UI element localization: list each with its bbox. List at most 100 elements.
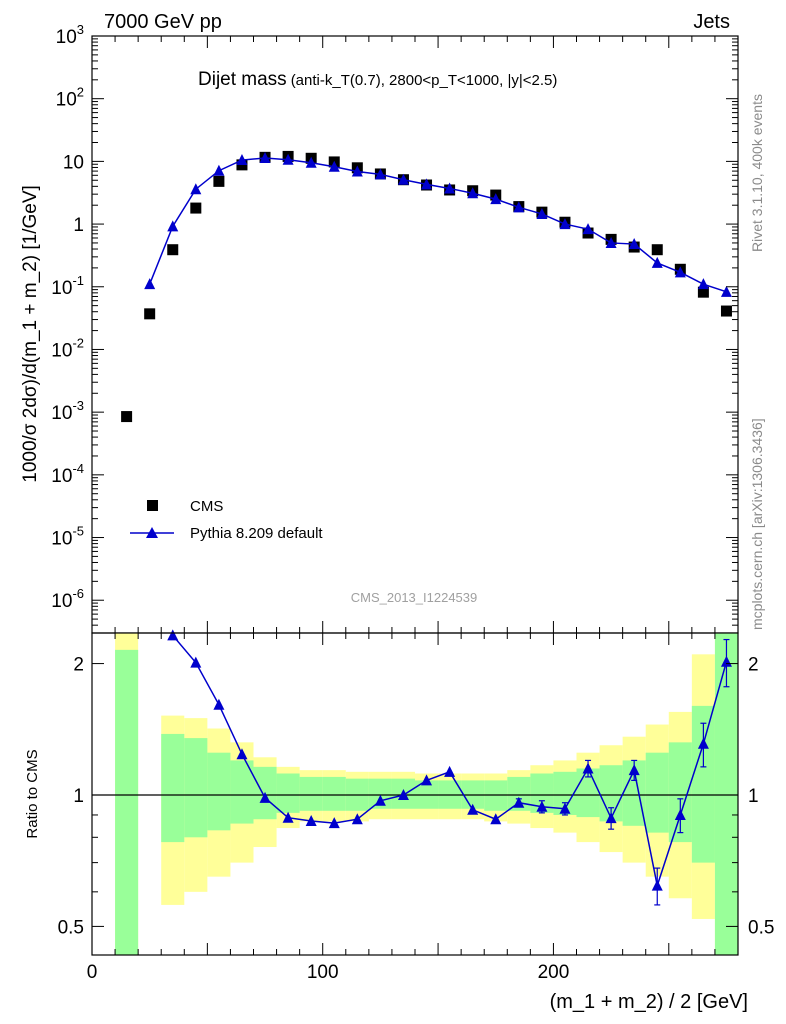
legend-marker-cms <box>147 500 158 511</box>
y-tick-label: 10-1 <box>51 273 84 299</box>
pythia-data-point <box>536 207 548 219</box>
header-left-label: 7000 GeV pp <box>104 11 222 33</box>
chart-subtitle: (anti-k_T(0.7), 2800<p_T<1000, |y|<2.5) <box>291 72 558 89</box>
ratio-data-point <box>444 765 456 777</box>
x-tick-label: 100 <box>307 962 339 983</box>
ratio-band-green <box>714 633 738 955</box>
y-tick-label: 10-2 <box>51 335 84 361</box>
pythia-data-point <box>513 201 525 213</box>
ratio-data-point <box>536 800 548 812</box>
ratio-data-point <box>328 817 340 829</box>
x-tick-label: 0 <box>87 962 98 983</box>
ratio-plot-area <box>92 629 738 955</box>
pythia-data-point <box>559 218 571 230</box>
ratio-data-point <box>282 811 294 823</box>
pythia-data-point <box>236 154 248 166</box>
cms-data-point <box>167 244 179 256</box>
y-tick-label: 10 <box>63 152 84 173</box>
ratio-band-green <box>161 733 185 843</box>
pythia-data-point <box>213 164 225 176</box>
y-tick-label: 10-4 <box>51 461 84 487</box>
ratio-band-green <box>322 776 346 811</box>
pythia-data-point <box>467 187 479 199</box>
ratio-y-tick-label-right: 2 <box>748 655 759 676</box>
ratio-band-green <box>184 738 208 838</box>
rivet-version-label: Rivet 3.1.10, 400k events <box>749 94 765 252</box>
main-axes: 10-6 10-5 10-4 10-3 10-2 10-1 1 10 102 103 <box>51 22 739 634</box>
pythia-data-point <box>305 156 317 168</box>
pythia-data-point <box>282 153 294 165</box>
ratio-data-point <box>374 794 386 806</box>
ratio-data-point <box>421 774 433 786</box>
y-tick-label: 103 <box>56 22 84 48</box>
legend-marker-pythia <box>146 527 158 538</box>
pythia-data-point <box>628 238 640 250</box>
analysis-watermark: CMS_2013_I1224539 <box>351 590 478 605</box>
ratio-y-tick-label: 1 <box>73 786 84 807</box>
y-tick-label: 10-6 <box>51 586 84 612</box>
legend-label-cms: CMS <box>190 498 223 515</box>
y-tick-label: 1 <box>73 215 84 236</box>
cms-data-point <box>213 175 225 187</box>
pythia-data-point <box>374 168 386 180</box>
pythia-data-point <box>259 152 271 164</box>
pythia-curve <box>148 157 727 293</box>
pythia-data-point <box>490 193 502 205</box>
cms-data-point <box>121 411 133 423</box>
legend-label-pythia: Pythia 8.209 default <box>190 525 323 542</box>
cms-data-point <box>720 305 732 317</box>
main-y-axis-label: 1000/σ 2dσ)/d(m_1 + m_2) [1/GeV] <box>20 185 41 483</box>
ratio-data-point <box>213 698 225 710</box>
pythia-data-point <box>190 183 202 195</box>
ratio-data-point <box>305 814 317 826</box>
x-tick-label: 200 <box>538 962 570 983</box>
ratio-data-point <box>259 791 271 803</box>
ratio-data-point <box>490 813 502 825</box>
ratio-data-point <box>582 762 594 774</box>
ratio-data-point <box>605 812 617 824</box>
pythia-data-point <box>351 165 363 177</box>
y-tick-label: 10-3 <box>51 398 84 424</box>
main-frame <box>91 35 739 634</box>
cms-data-point <box>144 308 156 320</box>
ratio-y-tick-label: 2 <box>73 655 84 676</box>
pythia-data-point <box>167 220 179 232</box>
ratio-band-green <box>622 760 646 826</box>
ratio-data-point <box>674 808 686 820</box>
chart-title: Dijet mass (anti-k_T(0.7), 2800<p_T<1000,… <box>198 69 557 90</box>
ratio-data-point <box>651 879 663 891</box>
pythia-data-point <box>697 278 709 290</box>
cms-data-point <box>190 202 202 214</box>
ratio-band-green <box>368 778 392 809</box>
ratio-data-point <box>167 629 179 641</box>
ratio-band-green <box>299 776 323 811</box>
ratio-y-tick-label: 0.5 <box>58 917 84 938</box>
ratio-data-point <box>190 656 202 668</box>
mcplots-label: mcplots.cern.ch [arXiv:1306.3436] <box>749 418 765 630</box>
ratio-y-tick-label-right: 1 <box>748 786 759 807</box>
pythia-data-point <box>328 160 340 172</box>
pythia-data-point <box>144 278 156 290</box>
ratio-band-green <box>553 771 577 815</box>
pythia-data-point <box>651 256 663 268</box>
cms-data-point <box>651 244 663 256</box>
ratio-data-point <box>236 748 248 760</box>
ratio-band-green <box>668 742 692 843</box>
ratio-data-point <box>559 802 571 814</box>
ratio-band-green <box>530 773 554 813</box>
pythia-data-point <box>421 178 433 190</box>
ratio-band-green <box>115 649 139 955</box>
pythia-data-point <box>444 182 456 194</box>
ratio-data-point <box>397 788 409 800</box>
ratio-data-point <box>513 796 525 808</box>
header-right-label: Jets <box>693 11 730 33</box>
main-plot-area <box>121 150 732 423</box>
pythia-data-point <box>397 173 409 185</box>
y-tick-label: 102 <box>56 85 84 111</box>
ratio-band-green <box>207 752 231 831</box>
pythia-data-point <box>582 223 594 235</box>
pythia-data-point <box>674 266 686 278</box>
cms-data-point <box>697 286 709 298</box>
ratio-data-point <box>351 813 363 825</box>
